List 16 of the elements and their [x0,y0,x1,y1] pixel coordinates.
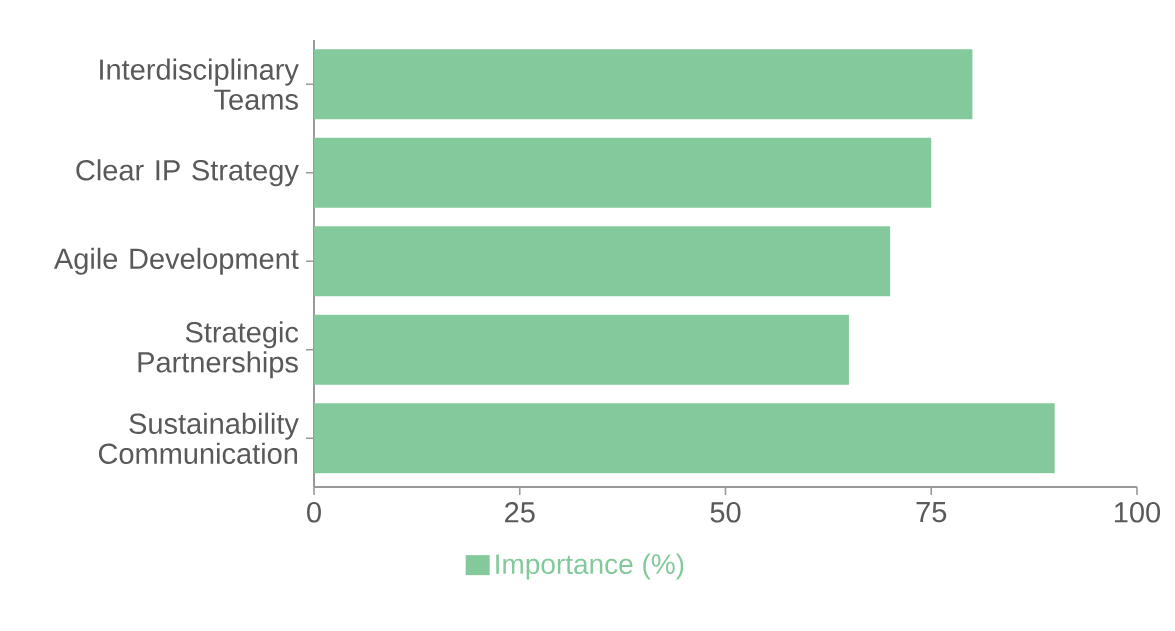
y-tick-label: Clear IP Strategy [76,159,299,187]
y-tick-label: Interdisciplinary Teams [100,58,299,110]
bar [314,403,1055,474]
x-tick-label: 0 [307,502,321,523]
y-tick-label: Sustainability Communication [98,412,299,464]
x-tick-label: 50 [710,502,741,523]
bar [314,226,891,297]
x-tick-label: 25 [505,502,535,523]
x-tick-label: 100 [1115,502,1161,523]
legend-label: Importance (%) [496,553,684,580]
bar [314,49,973,120]
bar [314,314,849,385]
bar [314,137,932,208]
y-tick-label: Agile Development [53,247,299,275]
x-tick-label: 75 [916,502,947,523]
y-tick-label: Strategic Partnerships [138,321,299,379]
